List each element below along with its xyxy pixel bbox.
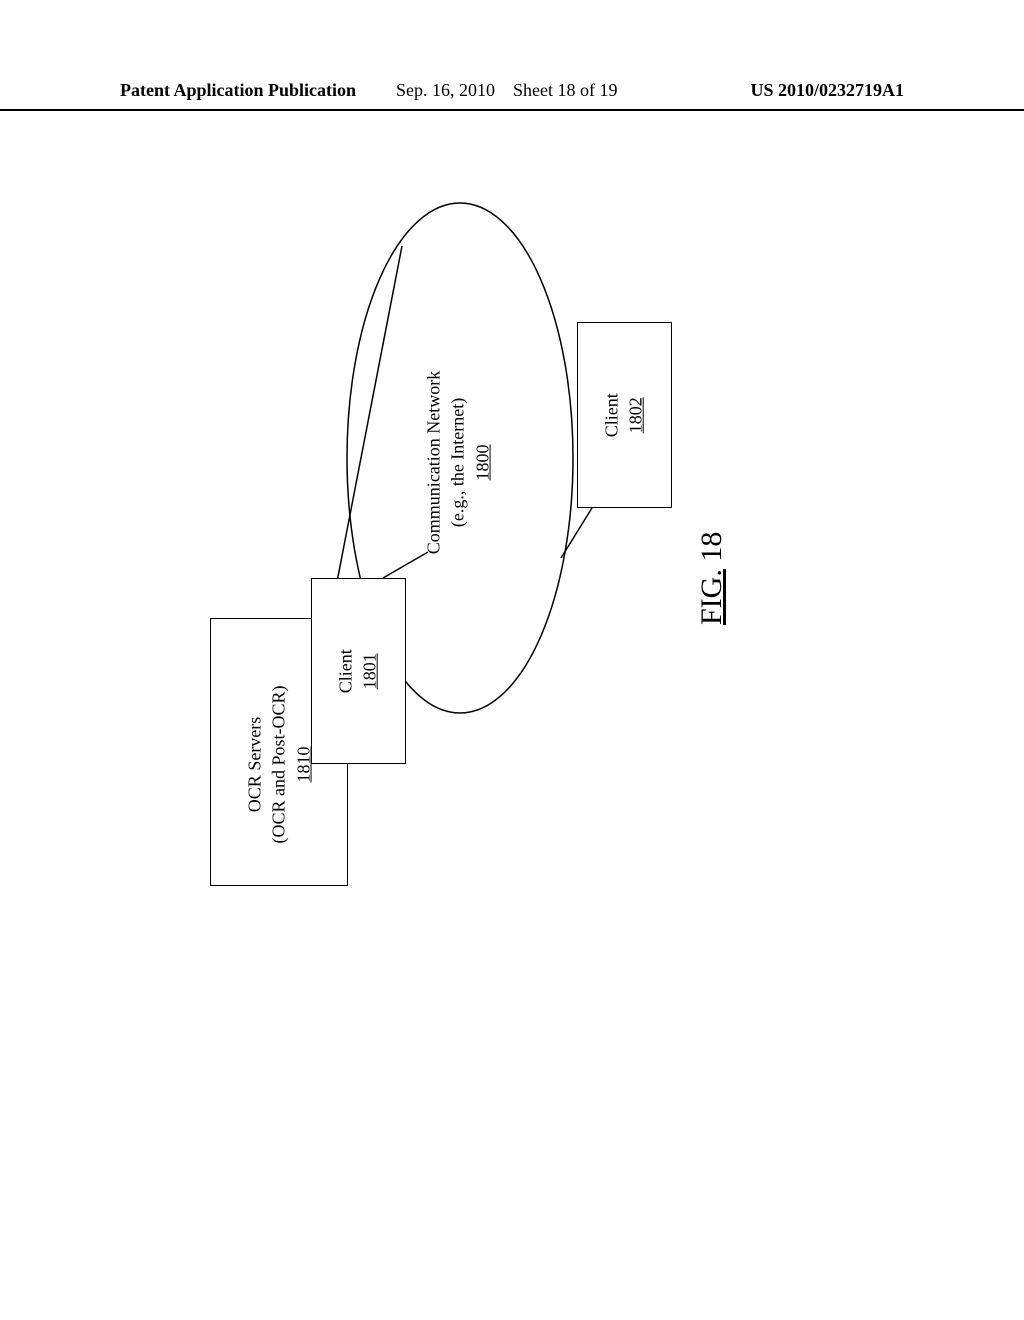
node-network-line1: Communication Network — [424, 371, 444, 554]
node-client1-line1: Client — [336, 649, 356, 693]
node-servers-line1: OCR Servers — [245, 717, 265, 813]
node-client2-line1: Client — [602, 393, 622, 437]
node-client1-label: Client 1801 — [334, 611, 383, 731]
diagram-svg — [0, 0, 1024, 1320]
figure-label-word: FIG. — [695, 569, 728, 625]
figure-label: FIG. 18 — [695, 505, 729, 625]
page-root: Patent Application Publication Sep. 16, … — [0, 0, 1024, 1320]
node-servers-label: OCR Servers (OCR and Post-OCR) 1810 — [243, 644, 316, 884]
node-client1-ref: 1801 — [360, 653, 380, 689]
node-network-label: Communication Network (e.g., the Interne… — [422, 322, 495, 602]
diagram-canvas: OCR Servers (OCR and Post-OCR) 1810 Comm… — [0, 0, 1024, 1320]
figure-label-number: 18 — [695, 532, 728, 562]
node-client2-ref: 1802 — [626, 397, 646, 433]
node-servers-line2: (OCR and Post-OCR) — [269, 685, 289, 843]
node-network-ref: 1800 — [472, 444, 492, 480]
node-client2-label: Client 1802 — [600, 355, 649, 475]
node-network-line2: (e.g., the Internet) — [448, 398, 468, 527]
